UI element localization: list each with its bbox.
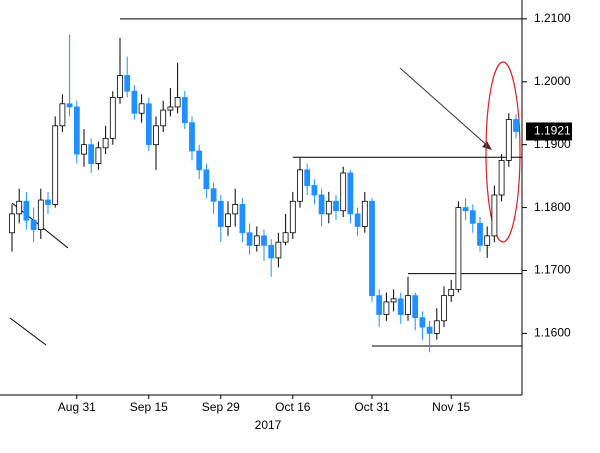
candle-body <box>484 235 491 246</box>
x-tick-label: Sep 29 <box>202 400 240 414</box>
arrow-head <box>482 141 492 150</box>
candle-body <box>59 103 66 127</box>
candle-body <box>405 295 411 315</box>
candle-body <box>412 295 419 319</box>
x-tick-label: Oct 31 <box>354 400 390 414</box>
candle-body <box>282 232 289 243</box>
candle-body <box>498 160 505 196</box>
candle-body <box>210 188 217 202</box>
x-tick-label: Sep 15 <box>130 400 168 414</box>
candle-body <box>397 298 404 315</box>
candle-body <box>131 90 138 114</box>
candle-body <box>138 103 145 114</box>
candle-body <box>448 288 455 297</box>
candle-body <box>66 103 73 108</box>
candle-body <box>340 172 347 212</box>
last-price-label: 1.1921 <box>534 124 571 138</box>
candle-body <box>333 200 339 212</box>
candle-body <box>419 317 426 328</box>
candle-body <box>73 106 80 155</box>
candle-body <box>325 200 332 215</box>
candle-body <box>426 326 433 334</box>
candle-body <box>239 204 246 234</box>
candle-body <box>455 207 462 290</box>
candle-body <box>196 150 203 171</box>
candle-body <box>181 97 188 124</box>
candle-body <box>81 144 87 155</box>
candle-body <box>16 200 23 215</box>
y-tick-label: 1.1600 <box>534 326 571 340</box>
candle-body <box>124 75 131 92</box>
candle-body <box>318 194 325 215</box>
x-tick-label: Nov 15 <box>432 400 470 414</box>
candle-body <box>9 213 15 234</box>
candle-body <box>203 169 210 190</box>
candle-body <box>469 210 476 224</box>
highlight-ellipse <box>485 61 521 243</box>
y-tick-label: 1.1800 <box>534 200 571 214</box>
candle-body <box>383 301 390 315</box>
candle-body <box>513 119 519 132</box>
candle-body <box>109 97 116 139</box>
y-tick-label: 1.1700 <box>534 263 571 277</box>
x-tick-label: Oct 16 <box>275 400 311 414</box>
candle-body <box>37 199 44 230</box>
candle-body <box>45 199 51 205</box>
candle-body <box>225 213 231 227</box>
arrow <box>399 67 491 149</box>
candle-body <box>491 194 498 237</box>
candle-body <box>189 122 195 152</box>
candle-body <box>88 144 95 164</box>
candle-body <box>361 200 368 227</box>
candle-body <box>297 169 303 202</box>
candle-body <box>174 97 181 108</box>
candle-body <box>261 235 267 246</box>
candle-body <box>369 200 375 297</box>
x-axis-label: 2017 <box>255 418 282 432</box>
y-tick-label: 1.2000 <box>534 74 571 88</box>
candle-body <box>30 219 37 230</box>
y-tick-label: 1.2100 <box>534 11 571 25</box>
candle-body <box>390 298 397 303</box>
candle-body <box>160 109 167 127</box>
candle-body <box>311 185 318 196</box>
candle-body <box>253 235 260 246</box>
candle-body <box>441 295 447 322</box>
trend-line <box>9 317 47 346</box>
candle-body <box>153 125 159 146</box>
candle-body <box>268 244 275 259</box>
candle-body <box>145 103 152 146</box>
candle-body <box>354 213 361 227</box>
candle-body <box>275 241 282 259</box>
candle-body <box>217 200 224 227</box>
last-price-box <box>526 122 572 141</box>
x-tick-label: Aug 31 <box>58 400 96 414</box>
candle-body <box>505 119 512 161</box>
candle-body <box>289 200 296 234</box>
candle-body <box>304 169 311 186</box>
candle-body <box>52 125 59 205</box>
candle-body <box>433 320 440 334</box>
candle-body <box>246 232 253 246</box>
candle-body <box>117 75 123 98</box>
candle-body <box>232 204 239 215</box>
candle-body <box>23 200 30 221</box>
candle-body <box>167 106 174 111</box>
candle-body <box>95 147 102 164</box>
candle-body <box>102 137 109 149</box>
candle-body <box>347 172 354 215</box>
candle-body <box>376 295 383 315</box>
candle-body <box>477 222 483 246</box>
candle-body <box>462 207 469 212</box>
